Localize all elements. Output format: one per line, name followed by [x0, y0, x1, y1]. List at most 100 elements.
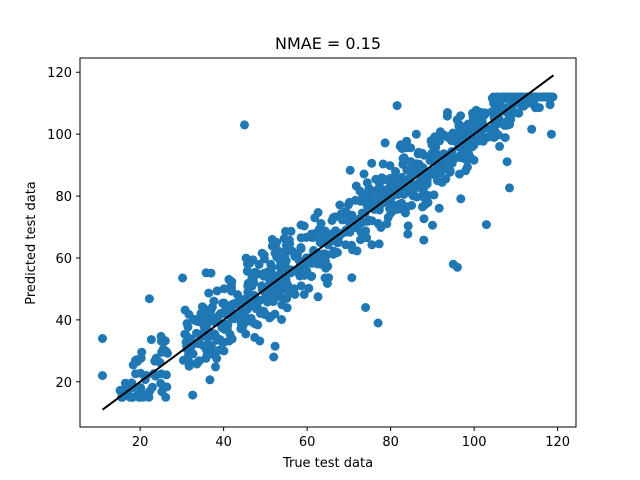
- scatter-point: [198, 319, 208, 328]
- scatter-point: [453, 135, 463, 145]
- scatter-point: [406, 143, 416, 153]
- scatter-point: [156, 378, 166, 388]
- scatter-point: [450, 153, 460, 163]
- x-tick-label: 40: [215, 435, 232, 450]
- scatter-point: [452, 262, 462, 272]
- scatter-point: [417, 192, 427, 201]
- scatter-point: [181, 329, 191, 339]
- scatter-point: [408, 191, 418, 201]
- scatter-point: [367, 216, 377, 226]
- scatter-point: [300, 261, 310, 270]
- scatter-point: [402, 136, 412, 146]
- scatter-point: [367, 158, 377, 168]
- scatter-point: [161, 346, 171, 356]
- scatter-point: [266, 290, 276, 300]
- scatter-point: [374, 205, 384, 215]
- scatter-point: [212, 286, 222, 296]
- scatter-point: [184, 361, 194, 371]
- scatter-point: [521, 99, 531, 109]
- scatter-point: [456, 194, 466, 204]
- scatter-point: [341, 240, 351, 250]
- scatter-point: [133, 389, 143, 399]
- scatter-point: [145, 386, 155, 396]
- scatter-point: [263, 297, 272, 307]
- scatter-point: [306, 272, 316, 282]
- scatter-point: [193, 357, 203, 367]
- scatter-point: [290, 252, 300, 261]
- scatter-point: [271, 250, 281, 260]
- scatter-point: [357, 189, 367, 199]
- scatter-point: [253, 303, 262, 313]
- scatter-point: [389, 203, 399, 213]
- scatter-point: [423, 198, 433, 208]
- scatter-point: [260, 310, 270, 319]
- scatter-point: [428, 169, 438, 178]
- scatter-point: [362, 233, 372, 243]
- scatter-point: [467, 121, 477, 131]
- scatter-point: [332, 248, 342, 257]
- scatter-point: [178, 273, 188, 283]
- scatter-point: [427, 140, 437, 150]
- scatter-point: [351, 181, 361, 191]
- scatter-point: [296, 244, 306, 254]
- scatter-point: [460, 122, 470, 132]
- scatter-point: [299, 290, 309, 299]
- scatter-point: [462, 155, 472, 165]
- scatter-point: [146, 335, 156, 345]
- scatter-point: [378, 159, 388, 169]
- scatter-point: [545, 100, 555, 110]
- x-axis-label: True test data: [282, 456, 373, 471]
- scatter-point: [240, 308, 250, 318]
- scatter-point: [255, 336, 265, 346]
- scatter-point: [202, 350, 212, 360]
- x-axis-ticks: 20 40 60 80 100 120: [132, 427, 570, 450]
- scatter-point: [219, 284, 229, 294]
- x-tick-label: 100: [462, 435, 487, 450]
- scatter-point: [376, 222, 386, 232]
- scatter-point: [257, 284, 267, 294]
- scatter-point: [322, 279, 332, 288]
- scatter-point: [393, 175, 402, 185]
- scatter-point: [184, 309, 194, 319]
- scatter-point: [304, 283, 314, 293]
- scatter-point: [310, 213, 320, 223]
- scatter-point: [522, 92, 532, 102]
- scatter-point: [211, 362, 220, 372]
- scatter-point: [188, 390, 198, 400]
- scatter-point: [443, 108, 452, 117]
- scatter-point: [205, 375, 215, 385]
- scatter-point: [434, 136, 444, 146]
- scatter-point: [504, 92, 514, 102]
- scatter-point: [428, 220, 437, 230]
- scatter-point: [161, 392, 171, 402]
- scatter-point: [277, 315, 287, 324]
- scatter-point: [320, 226, 330, 236]
- scatter-point: [481, 220, 491, 230]
- scatter-point: [469, 155, 479, 165]
- scatter-point: [219, 298, 229, 308]
- scatter-point: [446, 131, 456, 141]
- scatter-point: [240, 120, 249, 130]
- scatter-point: [468, 108, 477, 118]
- scatter-point: [419, 214, 429, 224]
- y-tick-label: 120: [47, 66, 72, 81]
- scatter-point: [206, 268, 216, 278]
- scatter-point: [194, 339, 204, 349]
- scatter-point: [527, 124, 537, 134]
- scatter-point: [445, 166, 455, 176]
- scatter-point: [204, 288, 214, 298]
- scatter-point: [359, 169, 369, 179]
- scatter-point: [195, 311, 205, 321]
- scatter-point: [245, 259, 255, 268]
- scatter-point: [321, 256, 330, 266]
- scatter-point: [316, 219, 326, 228]
- scatter-point: [296, 233, 306, 243]
- scatter-point: [98, 334, 107, 343]
- scatter-point: [337, 215, 347, 225]
- scatter-point: [407, 200, 417, 210]
- scatter-point: [203, 340, 212, 350]
- scatter-point: [356, 227, 366, 237]
- scatter-point: [406, 157, 416, 167]
- scatter-point: [347, 273, 357, 283]
- scatter-point: [348, 245, 357, 255]
